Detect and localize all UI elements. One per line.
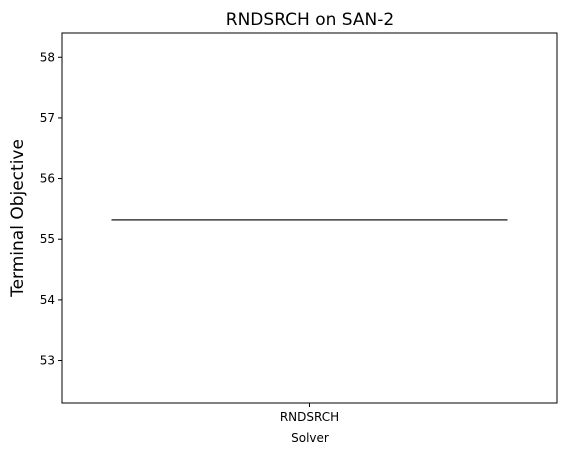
x-axis: RNDSRCH (280, 403, 339, 424)
y-tick-label: 56 (40, 172, 55, 186)
y-axis: 53 54 55 56 57 58 (40, 50, 62, 368)
y-tick-label: 57 (40, 111, 55, 125)
x-axis-label: Solver (291, 431, 329, 445)
y-tick-label: 55 (40, 232, 55, 246)
y-tick-label: 54 (40, 293, 55, 307)
y-axis-label: Terminal Objective (8, 139, 28, 298)
y-tick-label: 58 (40, 50, 55, 64)
y-tick-label: 53 (40, 354, 55, 368)
plot-area-frame (61, 32, 558, 404)
x-tick-label: RNDSRCH (280, 410, 339, 424)
chart-title: RNDSRCH on SAN-2 (226, 10, 394, 30)
